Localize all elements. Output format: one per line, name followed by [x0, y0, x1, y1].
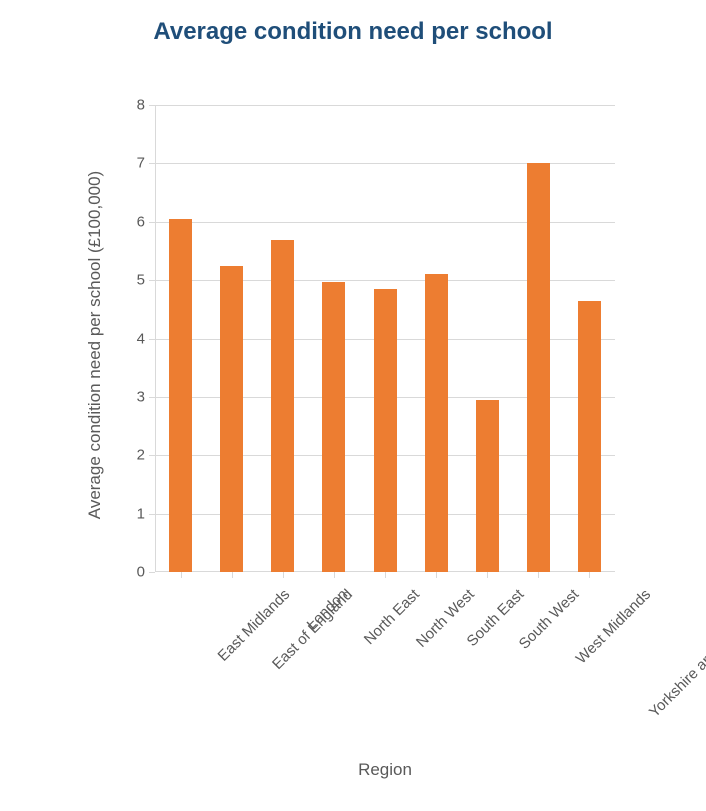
- y-tick-label: 4: [137, 330, 145, 347]
- bar: [271, 240, 294, 572]
- bar: [322, 282, 345, 572]
- x-tick-mark: [589, 572, 590, 578]
- bar: [425, 274, 448, 572]
- x-tick-mark: [385, 572, 386, 578]
- bar: [374, 289, 397, 572]
- y-tick-label: 0: [137, 564, 145, 581]
- x-tick-mark: [181, 572, 182, 578]
- x-tick-mark: [232, 572, 233, 578]
- bar: [169, 219, 192, 572]
- y-tick-label: 2: [137, 447, 145, 464]
- y-tick-label: 7: [137, 155, 145, 172]
- y-tick-label: 3: [137, 388, 145, 405]
- bar: [578, 301, 601, 572]
- x-tick-mark: [334, 572, 335, 578]
- x-tick-mark: [436, 572, 437, 578]
- x-tick-label: West Midlands: [573, 586, 654, 667]
- y-tick-label: 8: [137, 97, 145, 114]
- chart-title: Average condition need per school: [0, 18, 706, 46]
- x-tick-mark: [538, 572, 539, 578]
- bar: [220, 266, 243, 572]
- x-tick-mark: [283, 572, 284, 578]
- y-tick-mark: [149, 572, 155, 573]
- grid-line: [155, 105, 615, 106]
- chart-container: Average condition need per school Averag…: [0, 0, 706, 811]
- x-tick-mark: [487, 572, 488, 578]
- x-axis-label: Region: [155, 760, 615, 780]
- bar: [476, 400, 499, 572]
- y-axis-line: [155, 105, 156, 572]
- y-tick-label: 5: [137, 272, 145, 289]
- y-tick-label: 6: [137, 213, 145, 230]
- y-axis-label: Average condition need per school (£100,…: [85, 105, 105, 585]
- bar: [527, 163, 550, 572]
- x-tick-label: Yorkshire and the Humber: [646, 586, 706, 721]
- y-tick-label: 1: [137, 505, 145, 522]
- plot-area: 012345678East MidlandsEast of EnglandLon…: [155, 105, 615, 572]
